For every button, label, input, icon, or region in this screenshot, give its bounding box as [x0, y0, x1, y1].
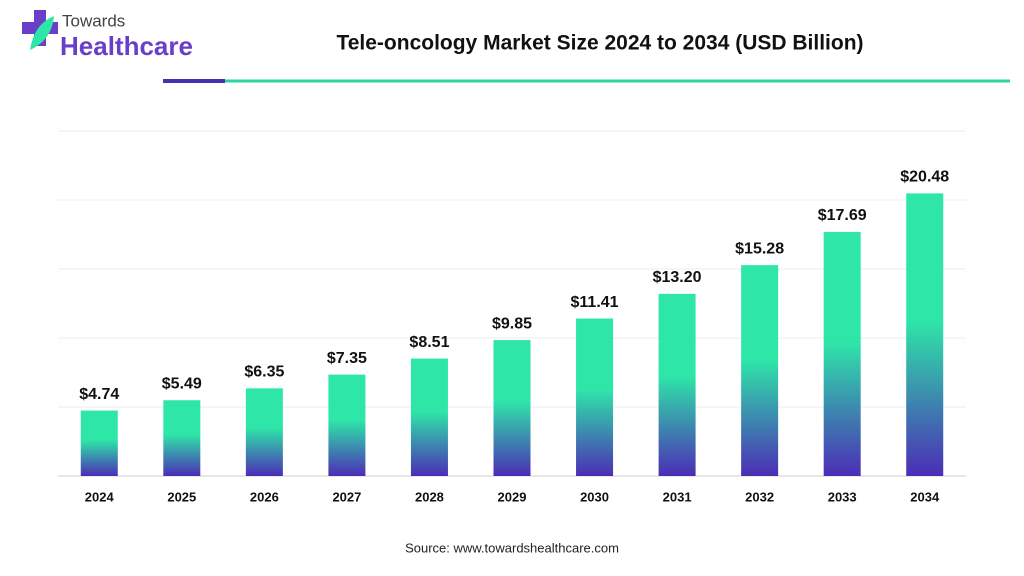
- logo-leaf: [30, 16, 54, 50]
- value-label: $11.41: [571, 294, 619, 311]
- value-label: $9.85: [492, 315, 532, 332]
- bar: [245, 388, 283, 476]
- x-tick-label: 2033: [828, 489, 857, 504]
- bar: [823, 231, 861, 476]
- x-tick-label: 2025: [167, 489, 196, 504]
- x-tick-label: 2030: [580, 489, 609, 504]
- value-label: $17.69: [818, 207, 867, 224]
- source-note: Source: www.towardshealthcare.com: [405, 540, 619, 555]
- bar: [576, 318, 614, 476]
- value-label: $15.28: [735, 240, 784, 257]
- x-tick-label: 2028: [415, 489, 444, 504]
- value-label: $5.49: [162, 375, 202, 392]
- x-tick-label: 2029: [498, 489, 527, 504]
- value-label: $4.74: [79, 386, 119, 403]
- bar: [906, 193, 944, 476]
- value-label: $6.35: [244, 364, 284, 381]
- x-tick-label: 2027: [332, 489, 361, 504]
- bar: [410, 358, 448, 476]
- x-tick-label: 2024: [85, 489, 115, 504]
- logo-text: Towards: [62, 11, 125, 30]
- x-tick-label: 2031: [663, 489, 692, 504]
- value-label: $8.51: [409, 334, 449, 351]
- x-tick-label: 2034: [910, 489, 940, 504]
- bar: [741, 265, 779, 476]
- bar: [80, 410, 118, 476]
- value-label: $7.35: [327, 350, 367, 367]
- bar: [328, 374, 366, 476]
- value-label: $13.20: [653, 269, 702, 286]
- value-label: $20.48: [900, 169, 949, 186]
- chart-title: Tele-oncology Market Size 2024 to 2034 (…: [336, 32, 863, 55]
- bar: [163, 400, 201, 476]
- bar: [493, 340, 531, 476]
- logo-text: Healthcare: [60, 31, 193, 61]
- x-tick-label: 2032: [745, 489, 774, 504]
- x-tick-label: 2026: [250, 489, 279, 504]
- logo: Towards Healthcare: [22, 10, 193, 61]
- bar: [658, 293, 696, 476]
